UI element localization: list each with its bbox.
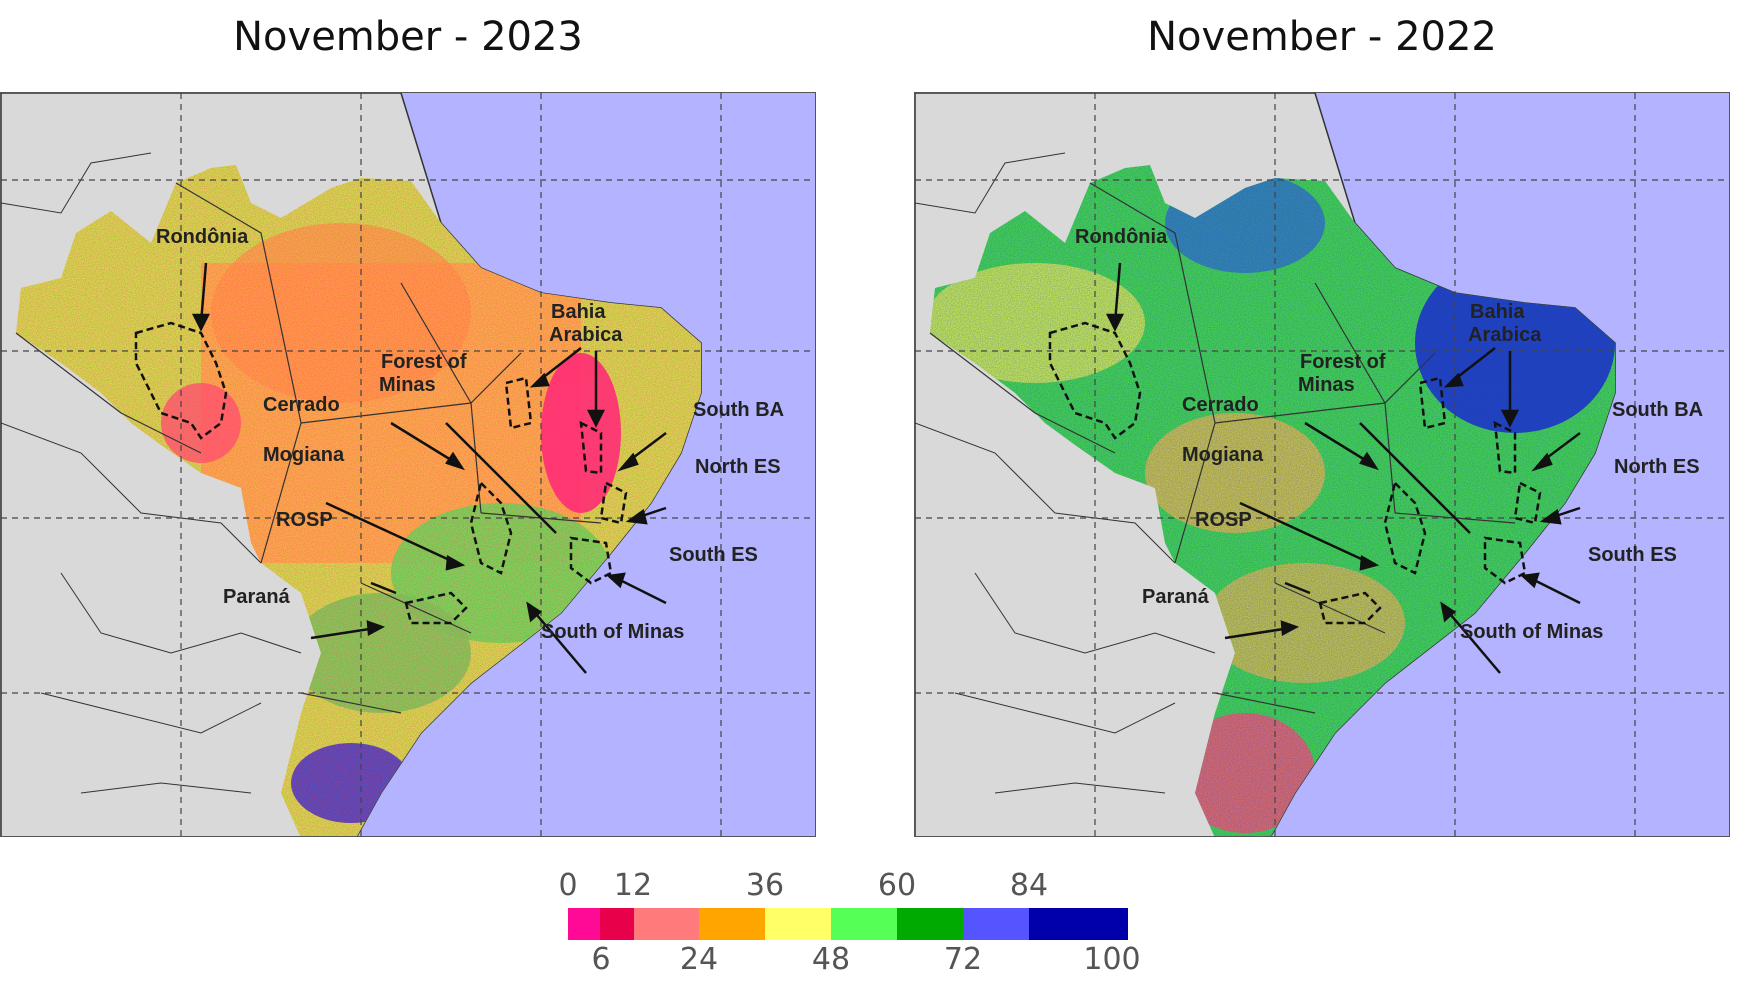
label-south-es: South ES <box>669 544 758 566</box>
legend-swatch-6 <box>897 908 963 940</box>
label-mogiana: Mogiana <box>263 444 345 466</box>
legend-swatch-4 <box>765 908 831 940</box>
legend-tick-top-0: 0 <box>558 868 578 903</box>
label-south-ba: South BA <box>693 399 784 421</box>
legend-swatch-7 <box>963 908 1029 940</box>
label-bahia-1: Bahia <box>551 301 606 323</box>
region-rondonia <box>1048 321 1142 440</box>
label-bahia-1: Bahia <box>1470 301 1525 323</box>
region-north-es <box>599 481 628 525</box>
label-rosp: ROSP <box>276 509 333 531</box>
region-bahia-arabica <box>1418 376 1447 430</box>
legend-swatch-3 <box>699 908 765 940</box>
label-parana: Paraná <box>223 586 291 608</box>
legend-tick-bottom-1: 24 <box>679 942 719 977</box>
legend-tick-top-1: 12 <box>613 868 653 903</box>
legend-tick-bottom-3: 72 <box>943 942 983 977</box>
label-north-es: North ES <box>695 456 781 478</box>
legend-tick-top-2: 36 <box>745 868 785 903</box>
label-south-minas: South of Minas <box>1460 621 1603 643</box>
label-bahia-2: Arabica <box>549 324 623 346</box>
label-cerrado: Cerrado <box>1182 394 1259 416</box>
legend-tick-bottom-0: 6 <box>591 942 611 977</box>
label-forest-1: Forest of <box>1300 351 1386 373</box>
region-cerrado <box>1383 480 1427 575</box>
label-mogiana: Mogiana <box>1182 444 1264 466</box>
label-bahia-2: Arabica <box>1468 324 1542 346</box>
region-rosp <box>404 591 468 625</box>
label-parana: Paraná <box>1142 586 1210 608</box>
label-rondonia: Rondônia <box>156 226 249 248</box>
label-north-es: North ES <box>1614 456 1700 478</box>
region-forest-minas <box>1493 420 1517 475</box>
label-forest-1: Forest of <box>381 351 467 373</box>
right-map: Rondônia Bahia Arabica Forest of Minas C… <box>914 92 1730 837</box>
region-cerrado <box>469 480 513 575</box>
region-north-es <box>1513 481 1542 525</box>
label-south-minas: South of Minas <box>541 621 684 643</box>
region-rondonia <box>134 321 228 440</box>
legend-swatch-5 <box>831 908 897 940</box>
label-cerrado: Cerrado <box>263 394 340 416</box>
region-rosp <box>1318 591 1382 625</box>
left-map-title: November - 2023 <box>233 14 583 60</box>
legend-tick-top-3: 60 <box>877 868 917 903</box>
label-rondonia: Rondônia <box>1075 226 1168 248</box>
label-forest-2: Minas <box>379 374 436 396</box>
legend-swatch-1 <box>600 908 634 940</box>
label-south-ba: South BA <box>1612 399 1703 421</box>
region-forest-minas <box>579 420 603 475</box>
left-map: Rondônia Bahia Arabica Forest of Minas C… <box>0 92 816 837</box>
legend-swatch-2 <box>634 908 699 940</box>
label-forest-2: Minas <box>1298 374 1355 396</box>
region-bahia-arabica <box>504 376 533 430</box>
legend-tick-top-4: 84 <box>1009 868 1049 903</box>
legend-swatch-8 <box>1029 908 1128 940</box>
legend-swatch-0 <box>568 908 600 940</box>
legend-bar <box>568 908 1128 940</box>
label-south-es: South ES <box>1588 544 1677 566</box>
legend-tick-bottom-2: 48 <box>811 942 851 977</box>
right-map-title: November - 2022 <box>1147 14 1497 60</box>
label-rosp: ROSP <box>1195 509 1252 531</box>
legend-tick-bottom-4: 100 <box>1083 942 1141 977</box>
